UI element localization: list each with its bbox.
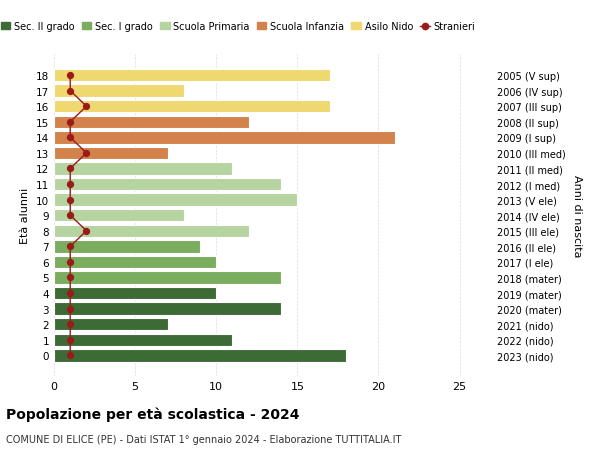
Bar bbox=[54, 101, 330, 113]
Bar bbox=[54, 85, 184, 98]
Bar bbox=[54, 179, 281, 191]
Point bbox=[65, 259, 75, 266]
Point bbox=[65, 274, 75, 281]
Bar bbox=[54, 163, 232, 175]
Bar bbox=[54, 194, 298, 207]
Bar bbox=[54, 241, 200, 253]
Bar bbox=[54, 272, 281, 284]
Point bbox=[82, 103, 91, 111]
Point bbox=[65, 196, 75, 204]
Y-axis label: Età alunni: Età alunni bbox=[20, 188, 31, 244]
Bar bbox=[54, 147, 167, 160]
Bar bbox=[54, 132, 395, 144]
Point bbox=[65, 321, 75, 328]
Bar bbox=[54, 303, 281, 315]
Text: Popolazione per età scolastica - 2024: Popolazione per età scolastica - 2024 bbox=[6, 406, 299, 421]
Point bbox=[65, 336, 75, 344]
Point bbox=[65, 134, 75, 142]
Bar bbox=[54, 70, 330, 82]
Point bbox=[82, 150, 91, 157]
Point bbox=[82, 228, 91, 235]
Bar bbox=[54, 256, 216, 269]
Point bbox=[65, 181, 75, 188]
Point bbox=[65, 72, 75, 79]
Bar bbox=[54, 209, 184, 222]
Text: COMUNE DI ELICE (PE) - Dati ISTAT 1° gennaio 2024 - Elaborazione TUTTITALIA.IT: COMUNE DI ELICE (PE) - Dati ISTAT 1° gen… bbox=[6, 434, 401, 444]
Bar bbox=[54, 116, 248, 129]
Point bbox=[65, 305, 75, 313]
Point bbox=[65, 352, 75, 359]
Bar bbox=[54, 287, 216, 300]
Point bbox=[65, 119, 75, 126]
Point bbox=[65, 165, 75, 173]
Point bbox=[65, 88, 75, 95]
Bar bbox=[54, 349, 346, 362]
Y-axis label: Anni di nascita: Anni di nascita bbox=[572, 174, 582, 257]
Point bbox=[65, 243, 75, 251]
Point bbox=[65, 290, 75, 297]
Legend: Sec. II grado, Sec. I grado, Scuola Primaria, Scuola Infanzia, Asilo Nido, Stran: Sec. II grado, Sec. I grado, Scuola Prim… bbox=[0, 18, 479, 36]
Bar bbox=[54, 225, 248, 237]
Point bbox=[65, 212, 75, 219]
Bar bbox=[54, 318, 167, 330]
Bar bbox=[54, 334, 232, 346]
